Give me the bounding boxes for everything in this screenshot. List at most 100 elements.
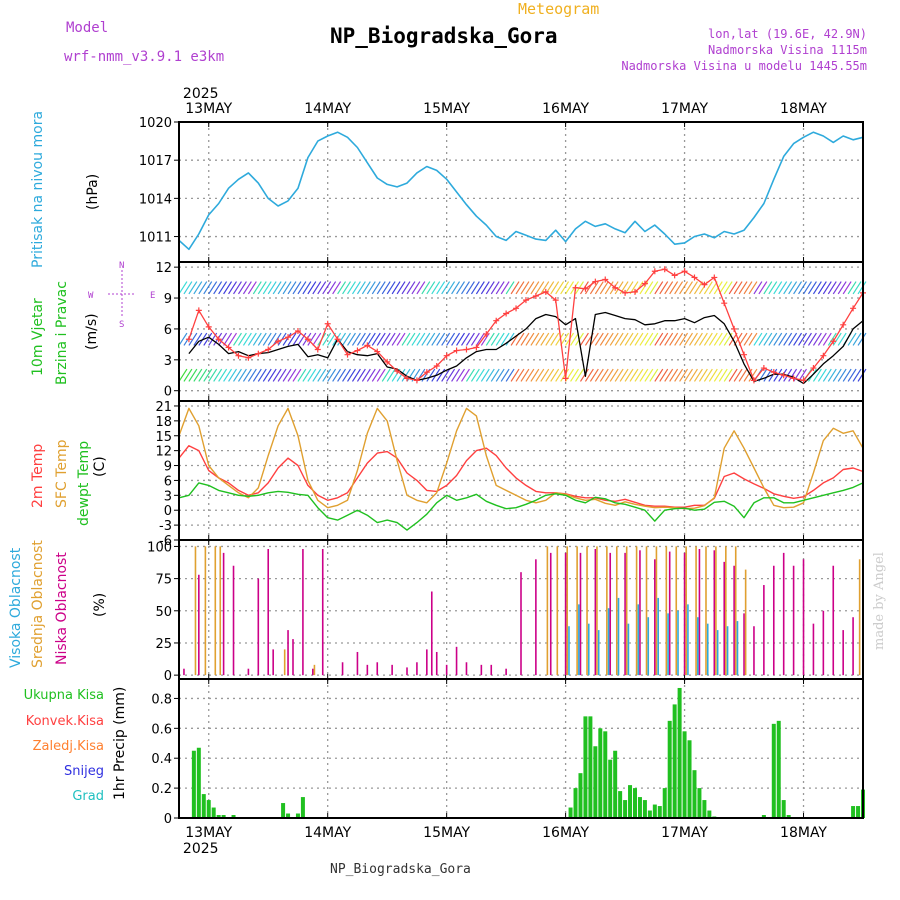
wind-gust-marker <box>443 352 450 359</box>
precip-axis-title: 1hr Precip (mm) <box>112 687 128 800</box>
wind-direction-rib <box>515 332 525 346</box>
wind-direction-rib <box>634 368 644 382</box>
wind-direction-rib <box>361 368 371 382</box>
wind-direction-rib <box>332 281 342 295</box>
wind-direction-rib <box>376 281 386 295</box>
wind-direction-rib <box>748 368 758 382</box>
wind-gust-marker <box>721 300 728 307</box>
wind-direction-rib <box>852 332 862 346</box>
wind-direction-rib <box>386 368 396 382</box>
wind-direction-rib <box>510 281 520 295</box>
precip-bar <box>573 788 578 818</box>
wind-direction-rib <box>798 281 808 295</box>
wind-gust-marker <box>275 338 282 345</box>
wind-direction-rib <box>743 281 753 295</box>
wind-direction-rib <box>431 332 441 346</box>
wind-direction-rib <box>490 332 500 346</box>
wind-direction-rib <box>639 368 649 382</box>
model-value: wrf-nmm_v3.9.1 e3km <box>64 49 225 65</box>
wind-gust-marker <box>433 362 440 369</box>
wind-direction-rib <box>822 368 832 382</box>
wind-direction-rib <box>674 368 684 382</box>
wind-direction-rib <box>351 368 361 382</box>
precip-bar <box>201 794 206 818</box>
temp2m-axis-title: 2m Temp <box>30 444 46 508</box>
wind-direction-rib <box>366 332 376 346</box>
precip-bar <box>578 773 583 818</box>
wind-gust-marker <box>344 351 351 358</box>
wind-direction-rib <box>713 332 723 346</box>
wind-direction-rib <box>525 368 535 382</box>
wind-direction-rib <box>649 332 659 346</box>
wind-gust-marker <box>423 369 430 376</box>
wind-direction-rib <box>193 332 203 346</box>
wind-direction-rib <box>307 281 317 295</box>
wind-direction-rib <box>480 368 490 382</box>
wind-direction-rib <box>237 368 247 382</box>
wind-direction-rib <box>535 281 545 295</box>
wind-direction-rib <box>594 281 604 295</box>
y-tick-label: 0 <box>164 812 172 827</box>
y-tick-label: 6 <box>164 323 172 338</box>
wind-direction-rib <box>465 281 475 295</box>
wind-direction-rib <box>693 281 703 295</box>
wind-gust-marker <box>622 289 629 296</box>
wind-gust-marker <box>413 377 420 384</box>
wind-direction-rib <box>223 368 233 382</box>
wind-direction-rib <box>317 368 327 382</box>
wind-direction-rib <box>679 332 689 346</box>
wind-direction-rib <box>822 281 832 295</box>
top-year-label: 2025 <box>183 86 219 102</box>
wind-direction-rib <box>803 281 812 295</box>
temp2m-line <box>178 445 864 508</box>
precip-bar <box>761 815 766 818</box>
bottom-day-label: 14MAY <box>304 825 351 841</box>
wind-gust-marker <box>195 307 202 314</box>
top-day-label: 13MAY <box>185 101 232 117</box>
wind-direction-rib <box>183 368 193 382</box>
wind-direction-rib <box>381 332 391 346</box>
wind-direction-rib <box>763 332 773 346</box>
wind-direction-rib <box>461 281 470 295</box>
wind-direction-rib <box>589 332 599 346</box>
wind-direction-rib <box>847 332 857 346</box>
wind-gust-marker <box>384 358 391 365</box>
wind-direction-rib <box>366 368 376 382</box>
wind-direction-rib <box>436 281 446 295</box>
wind-direction-rib <box>530 368 540 382</box>
wind-direction-rib <box>604 368 614 382</box>
precip-bar <box>776 720 781 818</box>
wind-gust-marker <box>493 317 500 324</box>
wind-direction-rib <box>426 368 436 382</box>
wind-direction-rib <box>495 332 505 346</box>
wind-speed-line <box>188 311 864 385</box>
wind-gust-marker <box>810 365 817 372</box>
y-tick-label: 25 <box>155 637 172 652</box>
wind-axis-subtitle: Brzina i Pravac <box>54 281 70 385</box>
wind-direction-rib <box>540 368 550 382</box>
wind-direction-rib <box>500 332 510 346</box>
wind-gust-marker <box>701 281 708 288</box>
compass-w-label: W <box>88 291 94 301</box>
wind-direction-rib <box>659 368 669 382</box>
y-tick-label: 3 <box>164 354 172 369</box>
sfc-temp-line <box>178 407 864 510</box>
wind-direction-rib <box>426 332 436 346</box>
wind-direction-rib <box>703 281 713 295</box>
wind-direction-rib <box>461 368 470 382</box>
wind-direction-rib <box>693 332 703 346</box>
bottom-day-label: 13MAY <box>185 825 232 841</box>
wind-direction-rib <box>376 332 386 346</box>
wind-direction-rib <box>446 281 456 295</box>
wind-direction-rib <box>649 368 659 382</box>
wind-direction-rib <box>773 332 783 346</box>
wind-gust-marker <box>265 346 272 353</box>
wind-direction-rib <box>356 368 366 382</box>
wind-direction-rib <box>421 281 431 295</box>
wind-direction-rib <box>371 281 381 295</box>
y-tick-label: 100 <box>147 540 172 555</box>
wind-direction-rib <box>669 332 679 346</box>
wind-direction-rib <box>565 281 575 295</box>
wind-direction-rib <box>480 281 490 295</box>
wind-direction-rib <box>376 368 386 382</box>
